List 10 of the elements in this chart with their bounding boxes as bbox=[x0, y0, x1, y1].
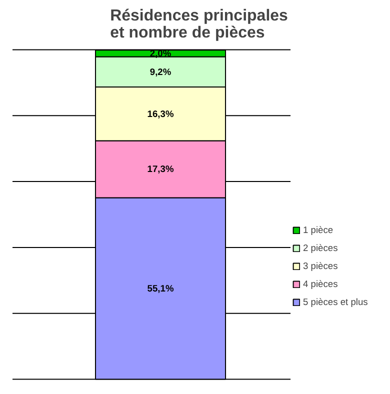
legend-label: 3 pièces bbox=[303, 261, 338, 271]
legend-label: 5 pièces et plus bbox=[303, 297, 368, 307]
legend-label: 2 pièces bbox=[303, 243, 338, 253]
data-label: 55,1% bbox=[147, 283, 174, 294]
data-label: 17,3% bbox=[147, 164, 174, 174]
chart-title: Résidences principales et nombre de pièces bbox=[110, 8, 288, 42]
data-label: 16,3% bbox=[147, 108, 174, 119]
legend-label: 4 pièces bbox=[303, 279, 338, 289]
data-label: 9,2% bbox=[150, 66, 172, 77]
legend-label: 1 pièce bbox=[303, 225, 334, 235]
